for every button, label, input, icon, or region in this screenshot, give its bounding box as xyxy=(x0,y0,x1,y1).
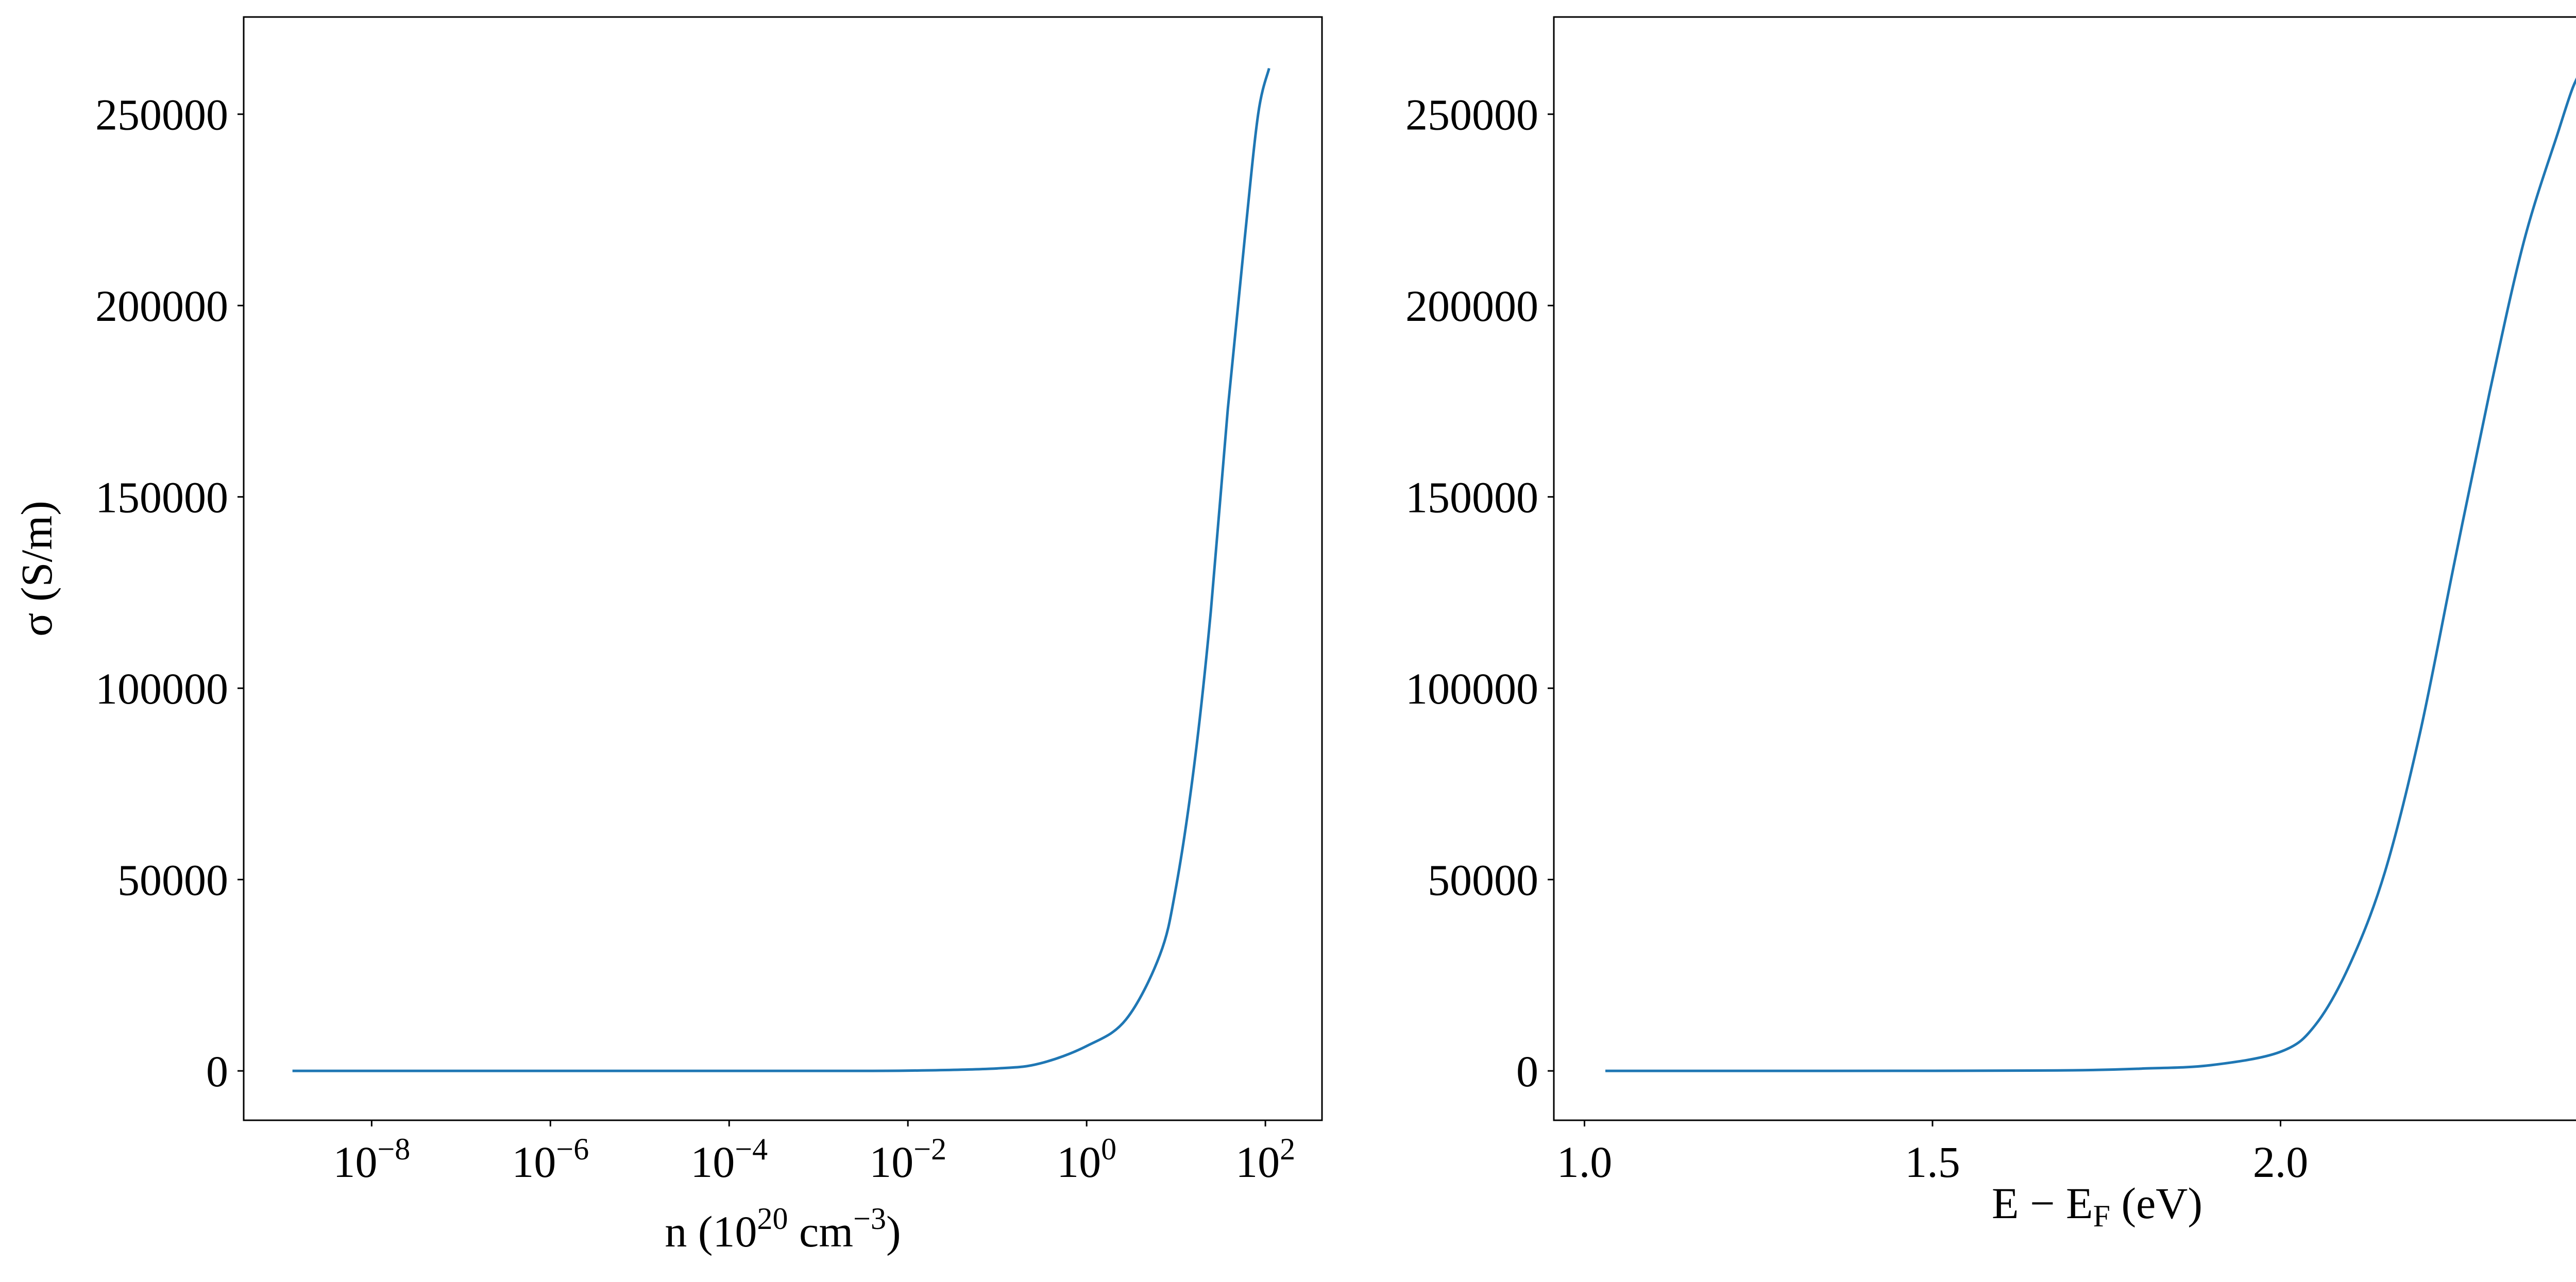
plot-frame xyxy=(243,16,1323,1121)
text-part: 0 xyxy=(1101,1132,1116,1166)
subplot: 0500001000001500002000002500001.01.52.02… xyxy=(1405,16,2576,1233)
x-tick-label: 2.0 xyxy=(2253,1137,2309,1187)
text-part: −8 xyxy=(377,1132,410,1166)
y-tick-label: 50000 xyxy=(1428,856,1538,905)
text-part: cm xyxy=(788,1207,854,1256)
y-tick-label: 0 xyxy=(1516,1047,1538,1096)
text-part: 2 xyxy=(1280,1132,1295,1166)
text-part: F xyxy=(2093,1199,2110,1233)
y-tick-label: 250000 xyxy=(95,90,228,140)
y-tick-label: 150000 xyxy=(1405,473,1538,522)
text-part: −3 xyxy=(853,1202,886,1236)
data-line xyxy=(292,67,1270,1072)
x-tick-label: 10−4 xyxy=(690,1132,768,1187)
y-axis-label: σ (S/m) xyxy=(12,501,61,637)
y-tick-label: 150000 xyxy=(95,473,228,522)
text-part: 10 xyxy=(869,1137,913,1187)
x-tick-label: 1.5 xyxy=(1905,1137,1960,1187)
y-tick-label: 0 xyxy=(206,1047,228,1096)
text-part: −2 xyxy=(913,1132,946,1166)
y-tick-label: 100000 xyxy=(95,664,228,713)
x-tick-label: 1.0 xyxy=(1557,1137,1613,1187)
x-axis-label: E − EF (eV) xyxy=(1992,1178,2202,1233)
text-part: (eV) xyxy=(2110,1178,2202,1228)
text-part: n (10 xyxy=(665,1207,757,1256)
text-part: 10 xyxy=(1235,1137,1280,1187)
text-part: E − E xyxy=(1992,1178,2093,1228)
x-tick-label: 10−2 xyxy=(869,1132,946,1187)
x-tick-label: 102 xyxy=(1235,1132,1295,1187)
data-line xyxy=(1605,77,2576,1072)
x-axis-label: n (1020 cm−3) xyxy=(665,1202,901,1256)
text-part: 10 xyxy=(690,1137,735,1187)
plot-frame xyxy=(1553,16,2576,1121)
y-tick-label: 250000 xyxy=(1405,90,1538,140)
text-part: ) xyxy=(886,1207,901,1256)
text-part: 10 xyxy=(1057,1137,1101,1187)
y-tick-label: 200000 xyxy=(95,281,228,331)
text-part: 10 xyxy=(333,1137,377,1187)
x-tick-label: 10−6 xyxy=(512,1132,589,1187)
text-part: −6 xyxy=(556,1132,589,1166)
text-part: 20 xyxy=(757,1202,788,1236)
text-part: −4 xyxy=(735,1132,768,1166)
text-part: 10 xyxy=(512,1137,556,1187)
y-tick-label: 100000 xyxy=(1405,664,1538,713)
y-tick-label: 200000 xyxy=(1405,281,1538,331)
y-tick-label: 50000 xyxy=(117,856,228,905)
x-tick-label: 10−8 xyxy=(333,1132,410,1187)
x-tick-label: 100 xyxy=(1057,1132,1116,1187)
